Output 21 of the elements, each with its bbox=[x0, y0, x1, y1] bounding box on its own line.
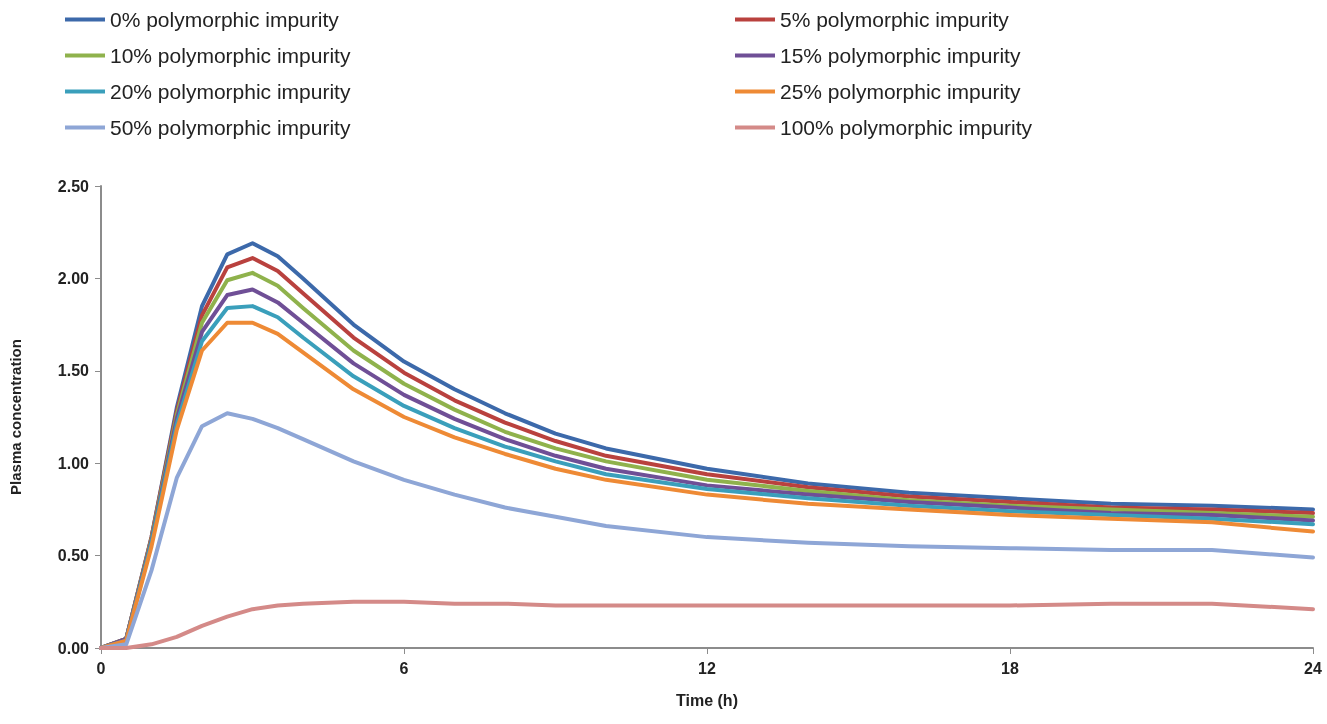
x-tick-label: 18 bbox=[1001, 659, 1019, 677]
y-tick-label: 1.00 bbox=[57, 454, 90, 472]
y-tick-label: 0.50 bbox=[57, 547, 90, 565]
x-tick-label: 0 bbox=[96, 659, 106, 677]
y-tick-label: 2.00 bbox=[57, 269, 90, 287]
y-tick-label: 1.50 bbox=[57, 362, 90, 380]
x-tick-label: 12 bbox=[698, 659, 716, 677]
legend-label: 20% polymorphic impurity bbox=[110, 80, 351, 103]
legend-label: 10% polymorphic impurity bbox=[110, 44, 351, 67]
x-axis-title: Time (h) bbox=[676, 691, 738, 709]
y-tick-label: 2.50 bbox=[57, 177, 90, 195]
y-axis-title: Plasma concentration bbox=[7, 339, 24, 495]
legend-label: 100% polymorphic impurity bbox=[780, 116, 1033, 139]
legend-label: 0% polymorphic impurity bbox=[110, 8, 340, 31]
x-tick-label: 6 bbox=[399, 659, 409, 677]
x-tick-label: 24 bbox=[1304, 659, 1322, 677]
legend-label: 5% polymorphic impurity bbox=[780, 8, 1010, 31]
legend-label: 25% polymorphic impurity bbox=[780, 80, 1021, 103]
legend-label: 50% polymorphic impurity bbox=[110, 116, 351, 139]
y-tick-label: 0.00 bbox=[57, 639, 90, 657]
legend-label: 15% polymorphic impurity bbox=[780, 44, 1021, 67]
